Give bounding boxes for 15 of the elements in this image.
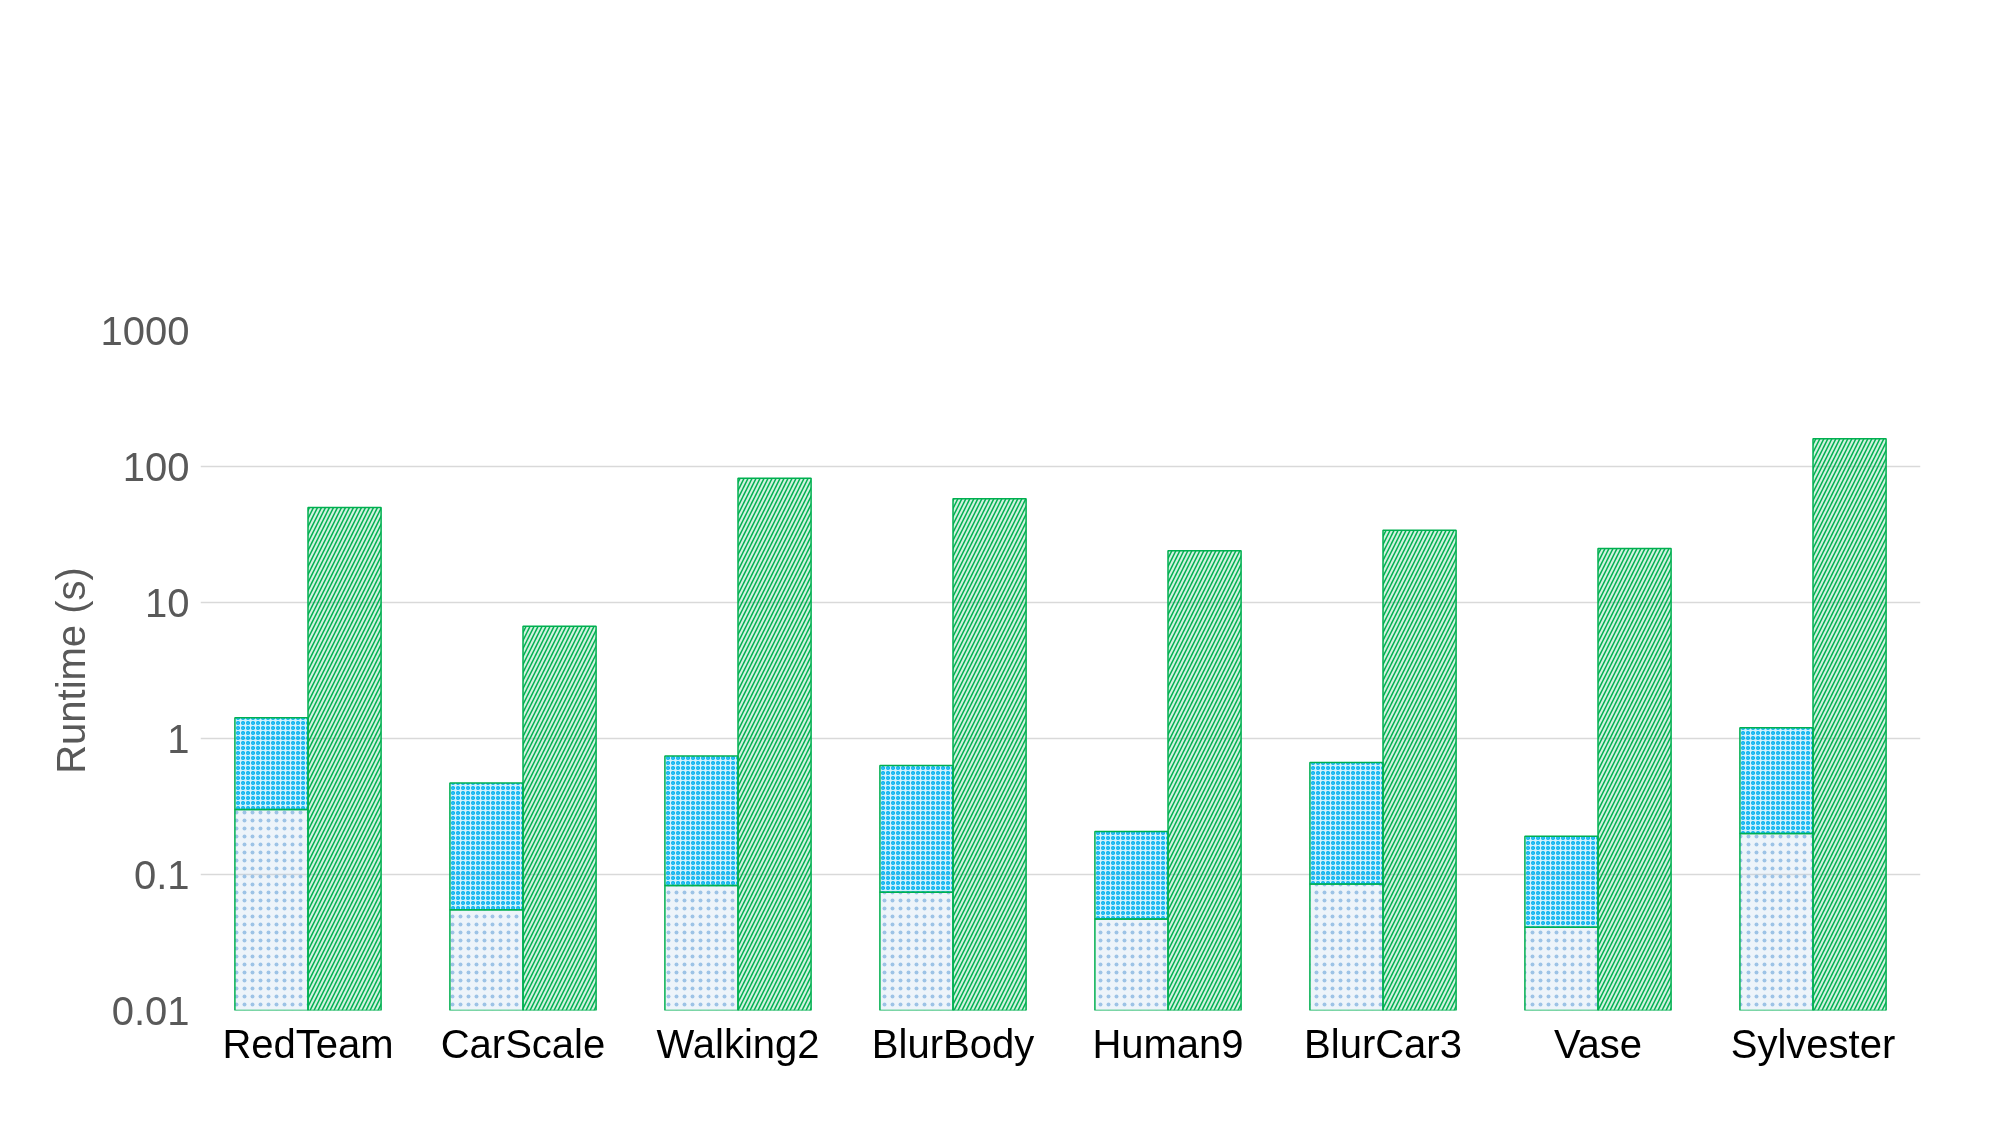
x-tick-label: Vase	[1553, 1021, 1643, 1066]
y-tick-label: 10	[145, 580, 190, 625]
y-axis-title: Runtime (s)	[48, 567, 93, 774]
y-tick-label: 0.01	[111, 988, 190, 1033]
x-tick-label: CarScale	[440, 1021, 606, 1066]
x-tick-label: Human9	[1092, 1021, 1244, 1066]
x-tick-label: BlurBody	[871, 1021, 1035, 1066]
y-tick-label: 100	[122, 444, 190, 489]
y-tick-label: 1	[167, 716, 190, 761]
y-tick-label: 0.1	[133, 852, 190, 897]
y-tick-label: 1000	[100, 308, 190, 353]
x-tick-label: BlurCar3	[1304, 1021, 1462, 1066]
x-tick-label: Sylvester	[1730, 1021, 1896, 1066]
x-tick-label: RedTeam	[222, 1021, 394, 1066]
x-tick-label: Walking2	[656, 1021, 820, 1066]
